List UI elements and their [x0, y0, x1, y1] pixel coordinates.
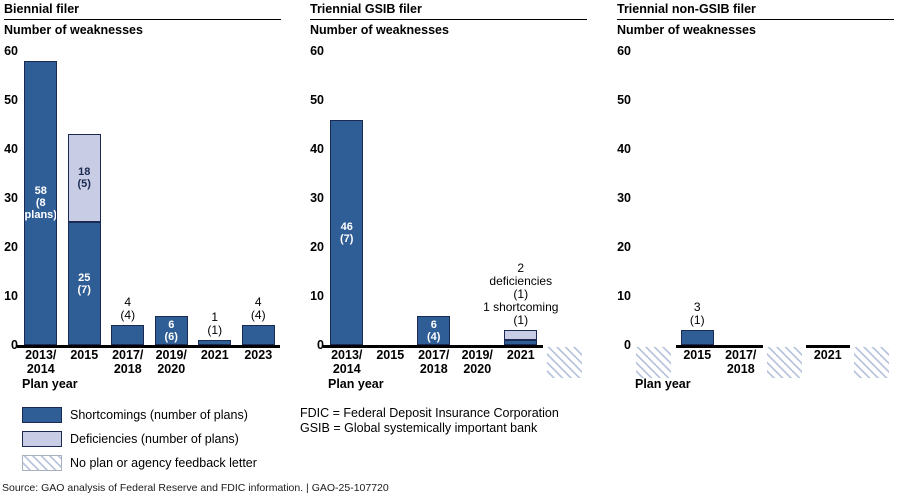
x-tick-2017-2018: 2017/2018: [725, 348, 757, 376]
panel-title: Triennial GSIB filer: [310, 2, 587, 20]
y-tick-50: 50: [310, 93, 324, 107]
bar-2013-2014: 46 (7): [330, 120, 364, 345]
shortcomings-segment: [198, 340, 232, 345]
x-tick-2015: 2015: [70, 348, 99, 362]
x-axis-line: [323, 345, 543, 348]
y-tick-20: 20: [4, 240, 18, 254]
shortcomings-segment: 6 (6): [154, 316, 188, 345]
no-plan-hatch: [766, 347, 802, 378]
y-tick-50: 50: [617, 93, 631, 107]
x-tick-2019-2020: 2019/2020: [461, 348, 493, 376]
y-tick-30: 30: [4, 191, 18, 205]
note-gsib: GSIB = Global systemically important ban…: [300, 420, 538, 435]
panel-title: Biennial filer: [4, 2, 281, 20]
note-fdic: FDIC = Federal Deposit Insurance Corpora…: [300, 406, 559, 420]
y-tick-20: 20: [617, 240, 631, 254]
bar-value-label: 4 (4): [120, 295, 136, 322]
x-axis-line: [806, 345, 850, 348]
x-tick-2021: 2021: [200, 348, 229, 362]
shortcomings-segment: [241, 325, 275, 345]
y-tick-20: 20: [310, 240, 324, 254]
x-axis-line: [675, 345, 763, 348]
shortcomings-segment: [111, 325, 145, 345]
bar-2015: 18 (5) 25 (7): [67, 134, 101, 345]
no-plan-hatch: [546, 347, 582, 378]
no-plan-hatch: [853, 347, 889, 378]
x-axis-title: Plan year: [328, 377, 384, 391]
y-tick-40: 40: [617, 142, 631, 156]
shortcomings-segment: 25 (7): [67, 222, 101, 345]
deficiencies-swatch-icon: [22, 431, 62, 447]
y-tick-30: 30: [617, 191, 631, 205]
x-tick-2017-2018: 2017/2018: [112, 348, 144, 376]
y-tick-60: 60: [310, 44, 324, 58]
y-tick-50: 50: [4, 93, 18, 107]
deficiencies-segment: 18 (5): [67, 134, 101, 222]
no-plan-hatch: [636, 347, 672, 378]
x-tick-2017-2018: 2017/2018: [418, 348, 450, 376]
bar-value-label: 2 deficiencies (1) 1 shortcoming (1): [483, 261, 559, 327]
shortcomings-segment: 58 (8 plans): [24, 61, 58, 345]
y-axis-label: Number of weaknesses: [310, 23, 449, 37]
bar-2017-2018: 6 (4): [417, 316, 451, 345]
y-tick-0: 0: [317, 338, 324, 352]
y-tick-40: 40: [4, 142, 18, 156]
shortcomings-segment: [504, 340, 538, 345]
y-tick-40: 40: [310, 142, 324, 156]
x-axis-line: [17, 345, 280, 348]
x-tick-2021: 2021: [506, 348, 535, 362]
chart-panel-triennial-non-gsib-filer: Triennial non-GSIB filer Number of weakne…: [617, 0, 894, 400]
legend-label: Shortcomings (number of plans): [70, 408, 248, 422]
bar-value-label: 4 (4): [250, 295, 266, 322]
bar-value-label: 3 (1): [689, 300, 705, 327]
y-tick-30: 30: [310, 191, 324, 205]
bar-value-label: 1 (1): [207, 310, 223, 337]
x-tick-2023: 2023: [244, 348, 273, 362]
y-tick-10: 10: [310, 289, 324, 303]
x-tick-2019-2020: 2019/2020: [155, 348, 187, 376]
y-tick-60: 60: [4, 44, 18, 58]
y-axis-label: Number of weaknesses: [4, 23, 143, 37]
shortcomings-segment: 6 (4): [417, 316, 451, 345]
y-tick-0: 0: [624, 338, 631, 352]
bar-2021: [198, 340, 232, 345]
source-line: Source: GAO analysis of Federal Reserve …: [2, 482, 389, 494]
legend-label: No plan or agency feedback letter: [70, 456, 257, 470]
chart-panel-triennial-gsib-filer: Triennial GSIB filer Number of weaknesses…: [310, 0, 587, 400]
bar-2019-2020: 6 (6): [154, 316, 188, 345]
y-tick-10: 10: [4, 289, 18, 303]
shortcomings-swatch-icon: [22, 407, 62, 423]
bar-2021: [504, 330, 538, 345]
x-tick-2015: 2015: [376, 348, 405, 362]
y-tick-60: 60: [617, 44, 631, 58]
legend-label: Deficiencies (number of plans): [70, 432, 239, 446]
shortcomings-segment: 46 (7): [330, 120, 364, 345]
no-plan-hatch-swatch-icon: [22, 455, 62, 471]
abbreviation-notes: FDIC = Federal Deposit Insurance Corpora…: [300, 406, 559, 435]
y-axis-label: Number of weaknesses: [617, 23, 756, 37]
bar-2023: [241, 325, 275, 345]
shortcomings-segment: [680, 330, 714, 345]
x-tick-2013-2014: 2013/2014: [25, 348, 57, 376]
deficiencies-segment: [504, 330, 538, 340]
x-tick-2013-2014: 2013/2014: [331, 348, 363, 376]
y-tick-0: 0: [11, 338, 18, 352]
x-tick-2021: 2021: [813, 348, 842, 362]
bar-2013-2014: 58 (8 plans): [24, 61, 58, 345]
bar-2015: [680, 330, 714, 345]
panel-title: Triennial non-GSIB filer: [617, 2, 894, 20]
x-tick-2015: 2015: [683, 348, 712, 362]
x-axis-title: Plan year: [635, 377, 691, 391]
y-tick-10: 10: [617, 289, 631, 303]
bar-2017-2018: [111, 325, 145, 345]
x-axis-title: Plan year: [22, 377, 78, 391]
chart-panel-biennial-filer: Biennial filer Number of weaknesses 0 10 20 3…: [4, 0, 281, 400]
